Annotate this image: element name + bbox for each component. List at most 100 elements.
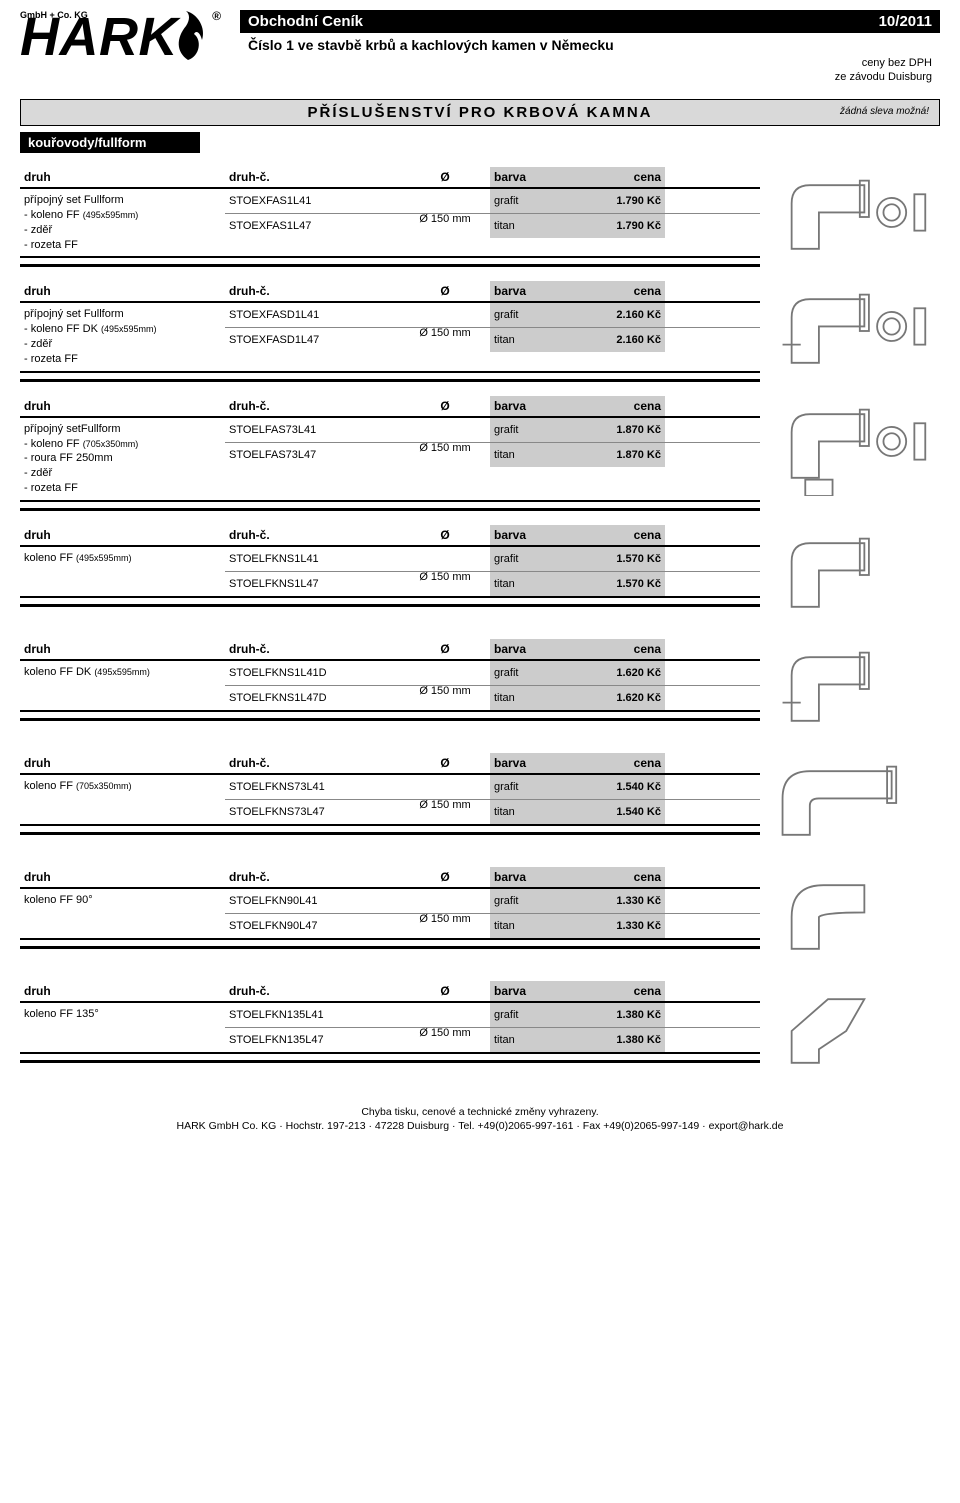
cell-color: titan [490,328,570,352]
product-description: koleno FF (495x595mm) [20,547,225,596]
cell-diameter: Ø 150 mm [400,418,490,442]
cell-diameter: Ø 150 mm [400,189,490,213]
table-row: STOELFKNS1L47Dtitan1.620 Kč [225,686,760,710]
footer: Chyba tisku, cenové a technické změny vy… [0,1105,960,1133]
cell-code: STOELFKNS1L41 [225,547,400,571]
table-row: STOELFKNS1L41DØ 150 mmgrafit1.620 Kč [225,661,760,686]
cell-price: 1.540 Kč [570,775,665,799]
cell-color: grafit [490,189,570,213]
cell-code: STOEXFAS1L41 [225,189,400,213]
cell-color: titan [490,800,570,824]
title-right: 10/2011 [879,13,932,30]
section-banner: PŘÍSLUŠENSTVÍ PRO KRBOVÁ KAMNA žádná sle… [20,99,940,126]
cell-price: 1.540 Kč [570,800,665,824]
cell-color: titan [490,686,570,710]
cell-color: grafit [490,1003,570,1027]
product-description: přípojný set Fullform- koleno FF DK (495… [20,303,225,370]
col-code: druh-č. [225,525,400,545]
subtitle: Číslo 1 ve stavbě krbů a kachlových kame… [240,33,940,55]
cell-price: 1.790 Kč [570,214,665,238]
col-price: cena [570,753,665,773]
product-description: koleno FF 90° [20,889,225,938]
cell-price: 1.330 Kč [570,889,665,913]
title-bar: Obchodní Ceník 10/2011 [240,10,940,33]
col-diam: Ø [400,981,490,1001]
product-icon [760,981,940,1081]
col-price: cena [570,167,665,187]
cell-code: STOELFAS73L41 [225,418,400,442]
table-row: STOELFAS73L47titan1.870 Kč [225,443,760,467]
cell-price: 1.330 Kč [570,914,665,938]
col-druh: druh [20,867,225,887]
table-header: druhdruh-č.Øbarvacena [20,753,760,775]
flame-icon [172,10,212,62]
table-row: STOEXFAS1L47titan1.790 Kč [225,214,760,238]
product-icon [760,753,940,853]
table-header: druhdruh-č.Øbarvacena [20,639,760,661]
cell-color: titan [490,1028,570,1052]
banner-text: PŘÍSLUŠENSTVÍ PRO KRBOVÁ KAMNA [307,104,652,121]
cell-price: 1.620 Kč [570,661,665,685]
cell-color: grafit [490,889,570,913]
cell-diameter: Ø 150 mm [400,547,490,571]
product-section: druhdruh-č.Øbarvacenakoleno FF DK (495x5… [20,639,940,739]
col-druh: druh [20,981,225,1001]
cell-color: grafit [490,661,570,685]
col-price: cena [570,981,665,1001]
col-color: barva [490,281,570,301]
col-color: barva [490,525,570,545]
cell-code: STOELFKN90L41 [225,889,400,913]
col-price: cena [570,396,665,416]
col-diam: Ø [400,639,490,659]
col-code: druh-č. [225,867,400,887]
cell-price: 1.570 Kč [570,572,665,596]
col-code: druh-č. [225,281,400,301]
cell-price: 1.870 Kč [570,418,665,442]
table-row: STOELFAS73L41Ø 150 mmgrafit1.870 Kč [225,418,760,443]
col-diam: Ø [400,281,490,301]
col-druh: druh [20,639,225,659]
group-label: kouřovody/fullform [20,132,200,153]
cell-code: STOEXFASD1L41 [225,303,400,327]
cell-color: grafit [490,418,570,442]
col-druh: druh [20,396,225,416]
product-section: druhdruh-č.Øbarvacenapřípojný set Fullfo… [20,167,940,267]
col-price: cena [570,639,665,659]
cell-price: 1.620 Kč [570,686,665,710]
cell-price: 2.160 Kč [570,328,665,352]
cell-code: STOELFKNS73L47 [225,800,400,824]
table-row: STOELFKNS1L47titan1.570 Kč [225,572,760,596]
col-diam: Ø [400,867,490,887]
cell-code: STOELFAS73L47 [225,443,400,467]
cell-price: 1.380 Kč [570,1003,665,1027]
col-price: cena [570,525,665,545]
table-row: STOELFKNS73L41Ø 150 mmgrafit1.540 Kč [225,775,760,800]
product-section: druhdruh-č.Øbarvacenakoleno FF 90°STOELF… [20,867,940,967]
product-description: přípojný setFullform- koleno FF (705x350… [20,418,225,500]
product-section: druhdruh-č.Øbarvacenapřípojný setFullfor… [20,396,940,511]
product-icon [760,396,940,496]
cell-code: STOELFKN135L41 [225,1003,400,1027]
banner-note: žádná sleva možná! [840,106,929,117]
cell-color: grafit [490,303,570,327]
col-price: cena [570,867,665,887]
col-code: druh-č. [225,167,400,187]
col-color: barva [490,167,570,187]
cell-color: titan [490,572,570,596]
cell-price: 1.870 Kč [570,443,665,467]
cell-price: 1.790 Kč [570,189,665,213]
product-description: přípojný set Fullform- koleno FF (495x59… [20,189,225,256]
meta-1: ceny bez DPH [240,55,940,69]
col-code: druh-č. [225,753,400,773]
cell-code: STOELFKNS73L41 [225,775,400,799]
table-row: STOEXFASD1L41Ø 150 mmgrafit2.160 Kč [225,303,760,328]
cell-code: STOELFKN135L47 [225,1028,400,1052]
logo-superscript: GmbH + Co. KG [20,10,88,20]
cell-color: titan [490,214,570,238]
cell-diameter: Ø 150 mm [400,303,490,327]
col-diam: Ø [400,167,490,187]
cell-color: grafit [490,547,570,571]
table-header: druhdruh-č.Øbarvacena [20,167,760,189]
table-row: STOELFKNS1L41Ø 150 mmgrafit1.570 Kč [225,547,760,572]
product-section: druhdruh-č.Øbarvacenapřípojný set Fullfo… [20,281,940,381]
